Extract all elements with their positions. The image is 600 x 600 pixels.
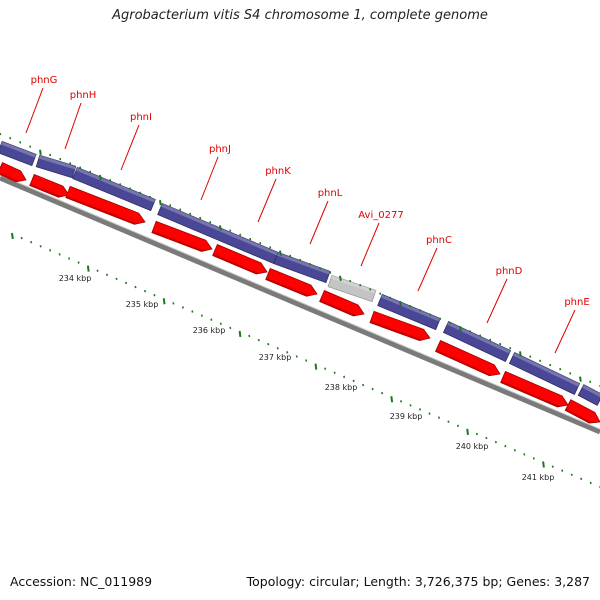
label-leader-line — [554, 309, 576, 354]
kbp-label: 240 kbp — [456, 442, 489, 451]
major-tick — [459, 326, 462, 332]
gene-label: phnI — [130, 112, 152, 123]
major-tick — [314, 363, 318, 370]
kbp-label-group: 234 kbp 235 kbp 236 kbp 237 kbp 238 kbp 239 k… — [59, 274, 555, 482]
label-leader-line — [257, 178, 277, 223]
label-leader-line — [64, 102, 82, 150]
cds-arrow — [435, 340, 501, 377]
major-tick — [519, 351, 522, 357]
genome-backbone — [0, 175, 600, 435]
cds-arrow — [151, 220, 213, 252]
label-leader-line — [120, 124, 140, 171]
kbp-label: 241 kbp — [522, 473, 555, 482]
major-tick — [390, 396, 394, 403]
gene-label: phnG — [31, 75, 58, 86]
label-leader-line — [200, 156, 219, 201]
label-leader-line — [486, 278, 508, 324]
gene-band — [0, 140, 37, 167]
gene-band — [72, 166, 156, 212]
cds-arrow-track — [0, 162, 600, 424]
map-title: Agrobacterium vitis S4 chromosome 1, com… — [112, 8, 488, 23]
cds-arrow — [319, 289, 365, 317]
major-tick — [86, 265, 90, 272]
cds-arrow — [29, 173, 70, 198]
cds-arrow — [0, 162, 27, 183]
major-tick — [579, 376, 582, 382]
major-tick — [399, 300, 402, 307]
gene-label-group: phnG phnH phnI phnJ phnK phnL Avi_0277 phnC phnD… — [31, 75, 590, 308]
label-leader-line — [360, 222, 380, 267]
major-tick — [39, 149, 42, 155]
label-leader-line — [309, 200, 329, 245]
gene-band — [273, 251, 331, 284]
gene-band — [508, 352, 581, 395]
gene-label: phnD — [496, 266, 523, 277]
accession-text: Accession: NC_011989 — [10, 574, 153, 589]
kbp-label: 236 kbp — [193, 326, 226, 335]
gene-label: phnJ — [209, 144, 231, 155]
major-tick — [162, 298, 166, 305]
cds-arrow — [369, 310, 431, 341]
major-tick — [542, 461, 545, 468]
tick-track-lower — [11, 232, 600, 489]
kbp-label: 239 kbp — [390, 412, 423, 421]
tick-track-upper — [0, 132, 600, 388]
major-tick — [219, 225, 222, 231]
cds-arrow — [500, 370, 569, 408]
gene-label: phnE — [564, 297, 589, 308]
gene-label: phnC — [426, 235, 452, 246]
cds-arrow — [265, 267, 318, 297]
gene-band-unknown — [327, 274, 377, 303]
major-tick — [339, 275, 342, 281]
kbp-label: 234 kbp — [59, 274, 92, 283]
gene-band — [35, 154, 77, 179]
gene-label: phnL — [318, 188, 343, 199]
kbp-label: 238 kbp — [325, 383, 358, 392]
cds-arrow — [65, 185, 146, 225]
major-tick — [11, 232, 14, 240]
genome-backbone-highlight — [0, 174, 600, 430]
major-tick — [159, 200, 162, 206]
gene-band — [377, 293, 441, 331]
cds-arrow — [564, 399, 600, 424]
major-tick — [466, 428, 470, 436]
kbp-label: 237 kbp — [259, 353, 292, 362]
kbp-label: 235 kbp — [126, 300, 159, 309]
topology-text: Topology: circular; Length: 3,726,375 bp… — [246, 574, 590, 589]
major-tick — [99, 174, 102, 181]
gene-label: phnK — [265, 166, 291, 177]
label-leader-line — [417, 247, 438, 292]
gene-label: Avi_0277 — [358, 210, 403, 221]
gene-band — [577, 384, 600, 406]
gene-label: phnH — [70, 90, 97, 101]
gene-label-lines — [25, 87, 576, 354]
major-tick — [238, 330, 242, 338]
label-leader-line — [25, 87, 44, 134]
major-tick — [279, 250, 282, 256]
cds-arrow — [212, 243, 268, 275]
